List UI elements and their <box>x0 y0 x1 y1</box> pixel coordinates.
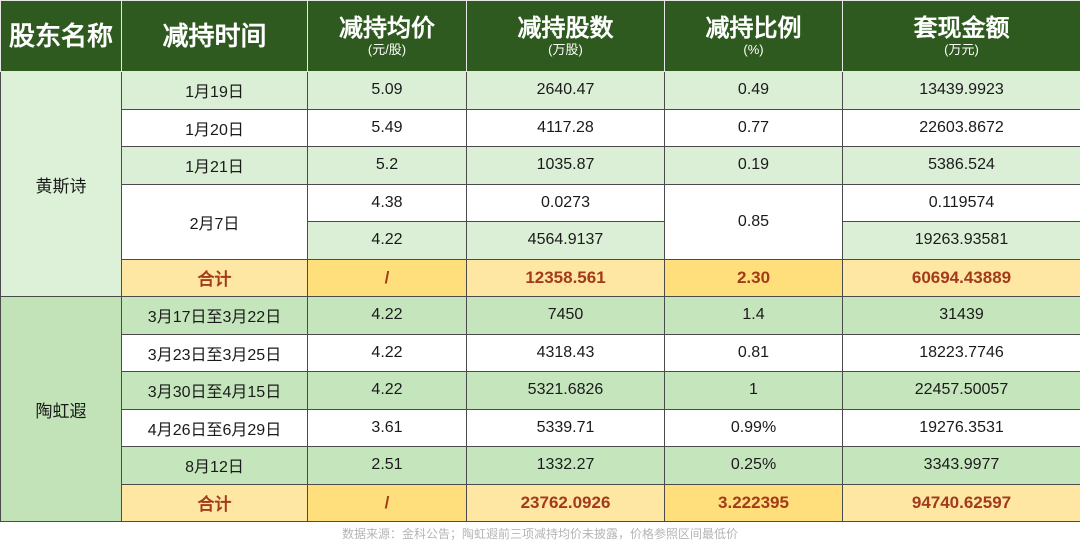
cell-time: 3月23日至3月25日 <box>121 333 308 372</box>
cell-shares: 0.0273 <box>466 183 665 222</box>
cell-cash: 22603.8672 <box>842 108 1080 147</box>
total-cash: 60694.43889 <box>842 258 1080 297</box>
cell-cash: 0.119574 <box>842 183 1080 222</box>
header-shares: 减持股数 (万股) <box>466 0 665 72</box>
cell-cash: 22457.50057 <box>842 371 1080 410</box>
total-price: / <box>307 483 467 522</box>
shareholder-name: 黄斯诗 <box>0 71 122 297</box>
cell-cash: 18223.7746 <box>842 333 1080 372</box>
cell-shares: 4564.9137 <box>466 221 665 260</box>
cell-price: 2.51 <box>307 446 467 485</box>
total-ratio: 2.30 <box>664 258 843 297</box>
cell-time: 3月30日至4月15日 <box>121 371 308 410</box>
cell-ratio: 0.99% <box>664 408 843 447</box>
total-price: / <box>307 258 467 297</box>
header-row: 股东名称 减持时间 减持均价 (元/股) 减持股数 (万股) 减持比例 (%) 套现金… <box>0 0 1080 72</box>
shareholder-name: 陶虹遐 <box>0 296 122 522</box>
cell-cash: 19276.3531 <box>842 408 1080 447</box>
cell-price: 4.22 <box>307 296 467 335</box>
cell-cash: 19263.93581 <box>842 221 1080 260</box>
table-row: 4月26日至6月29日 3.61 5339.71 0.99% 19276.353… <box>1 408 1080 447</box>
cell-price: 5.09 <box>307 71 467 110</box>
cell-ratio: 1.4 <box>664 296 843 335</box>
table-row: 1月21日 5.2 1035.87 0.19 5386.524 <box>1 146 1080 185</box>
cell-ratio: 0.85 <box>664 183 843 260</box>
source-note: 数据来源：金科公告；陶虹遐前三项减持均价未披露，价格参照区间最低价 <box>341 527 738 541</box>
table-row: 4.22 4564.9137 19263.93581 <box>1 221 1080 260</box>
cell-time: 3月17日至3月22日 <box>121 296 308 335</box>
cell-shares: 2640.47 <box>466 71 665 110</box>
cell-time: 1月20日 <box>121 108 308 147</box>
header-time: 减持时间 <box>121 0 308 72</box>
table-row: 3月23日至3月25日 4.22 4318.43 0.81 18223.7746 <box>1 333 1080 372</box>
header-ratio: 减持比例 (%) <box>664 0 843 72</box>
cell-cash: 5386.524 <box>842 146 1080 185</box>
cell-shares: 4117.28 <box>466 108 665 147</box>
table-row: 2月7日 4.38 0.0273 0.85 0.119574 <box>1 183 1080 260</box>
total-row: 合计 / 12358.561 2.30 60694.43889 <box>1 258 1080 297</box>
table-row: 3月30日至4月15日 4.22 5321.6826 1 22457.50057 <box>1 371 1080 410</box>
cell-shares: 1332.27 <box>466 446 665 485</box>
cell-time: 1月19日 <box>121 71 308 110</box>
cell-time: 8月12日 <box>121 446 308 485</box>
table-row: 8月12日 2.51 1332.27 0.25% 3343.9977 <box>1 446 1080 485</box>
cell-ratio: 0.77 <box>664 108 843 147</box>
header-price: 减持均价 (元/股) <box>307 0 467 72</box>
cell-cash: 3343.9977 <box>842 446 1080 485</box>
header-cash: 套现金额 (万元) <box>842 0 1080 72</box>
cell-ratio: 0.19 <box>664 146 843 185</box>
cell-price: 4.22 <box>307 221 467 260</box>
cell-cash: 13439.9923 <box>842 71 1080 110</box>
total-label: 合计 <box>121 483 308 522</box>
table-row: 1月20日 5.49 4117.28 0.77 22603.8672 <box>1 108 1080 147</box>
total-ratio: 3.222395 <box>664 483 843 522</box>
cell-shares: 4318.43 <box>466 333 665 372</box>
cell-shares: 1035.87 <box>466 146 665 185</box>
cell-price: 5.49 <box>307 108 467 147</box>
header-name: 股东名称 <box>0 0 122 72</box>
cell-shares: 7450 <box>466 296 665 335</box>
reduction-table: 股东名称 减持时间 减持均价 (元/股) 减持股数 (万股) 减持比例 (%) 套现金… <box>0 0 1080 522</box>
total-shares: 23762.0926 <box>466 483 665 522</box>
cell-ratio: 0.49 <box>664 71 843 110</box>
cell-ratio: 0.81 <box>664 333 843 372</box>
cell-ratio: 1 <box>664 371 843 410</box>
cell-shares: 5339.71 <box>466 408 665 447</box>
cell-price: 4.22 <box>307 333 467 372</box>
total-cash: 94740.62597 <box>842 483 1080 522</box>
table-row: 黄斯诗 1月19日 5.09 2640.47 0.49 13439.9923 <box>0 71 1080 297</box>
cell-price: 4.22 <box>307 371 467 410</box>
cell-cash: 31439 <box>842 296 1080 335</box>
total-row: 合计 / 23762.0926 3.222395 94740.62597 <box>1 483 1080 522</box>
cell-price: 3.61 <box>307 408 467 447</box>
total-label: 合计 <box>121 258 308 297</box>
cell-ratio: 0.25% <box>664 446 843 485</box>
cell-shares: 5321.6826 <box>466 371 665 410</box>
cell-time: 2月7日 <box>121 183 308 260</box>
cell-price: 5.2 <box>307 146 467 185</box>
table-row: 陶虹遐 3月17日至3月22日 4.22 7450 1.4 31439 <box>0 296 1080 522</box>
total-shares: 12358.561 <box>466 258 665 297</box>
cell-time: 1月21日 <box>121 146 308 185</box>
cell-price: 4.38 <box>307 183 467 222</box>
cell-time: 4月26日至6月29日 <box>121 408 308 447</box>
